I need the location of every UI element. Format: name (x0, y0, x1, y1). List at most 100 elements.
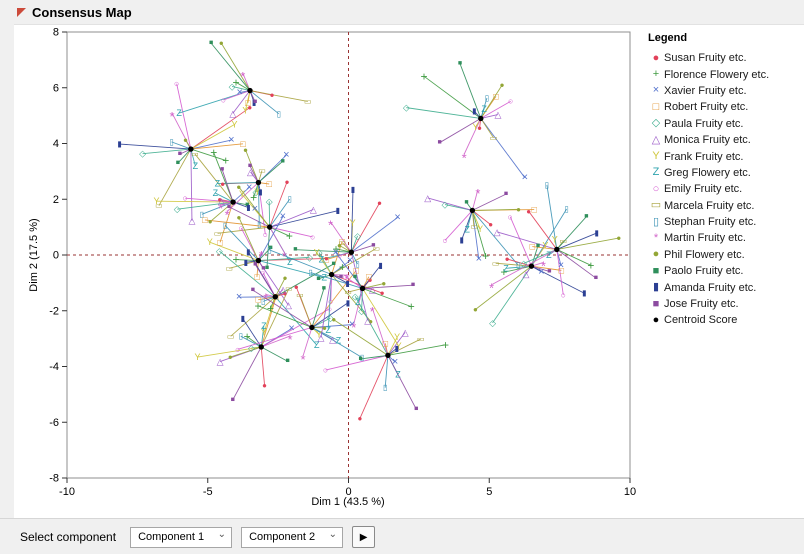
legend-item-label: Paolo Fruity etc. (664, 265, 744, 278)
consensus-ray (439, 118, 482, 144)
panelist-marker: □ (240, 139, 246, 149)
panelist-marker: Y (242, 106, 248, 116)
consensus-ray (528, 211, 558, 250)
consensus-ray (257, 182, 260, 225)
panelist-marker: + (210, 146, 217, 160)
panelist-marker: ● (322, 323, 327, 332)
consensus-ray (257, 182, 266, 235)
panelist-marker: Z (261, 321, 267, 331)
centroid-score-marker (385, 352, 391, 359)
y-tick-label: -2 (49, 305, 59, 317)
consensus-ray (269, 249, 332, 275)
legend-item-label: Greg Flowery etc. (664, 166, 751, 179)
consensus-ray (176, 83, 192, 150)
consensus-ray (177, 148, 192, 164)
panelist-marker: ○ (182, 193, 187, 203)
panelist-marker: ▯ (564, 204, 568, 213)
panelist-marker: ■ (504, 191, 508, 198)
panelist-marker: □ (383, 338, 389, 348)
consensus-ray (221, 169, 234, 203)
consensus-ray (258, 247, 271, 261)
panelist-marker: ◇ (327, 313, 334, 323)
legend-item: ▭ Marcela Fruity etc. (648, 198, 800, 214)
paolo-fruity-etc-marker-icon: ■ (652, 264, 660, 277)
panelist-marker: ▭ (191, 149, 199, 158)
bottom-control-bar: Select component Component 1 ⌄ Component… (0, 518, 804, 554)
panelist-marker: Y (542, 240, 548, 250)
report-hotspot-icon[interactable] (17, 7, 26, 17)
component-1-value: Component 1 (138, 531, 205, 543)
panelist-marker: ◇ (306, 252, 313, 262)
panelist-marker: △ (402, 327, 409, 337)
consensus-ray (444, 210, 473, 241)
panelist-marker: ▮ (351, 185, 355, 194)
panelist-marker: Z (321, 273, 327, 283)
consensus-ray (215, 192, 234, 203)
apply-button[interactable]: ▶ (352, 526, 376, 548)
legend-item-label: Martin Fruity etc. (664, 232, 746, 245)
legend-item-label: Susan Fruity etc. (664, 52, 747, 65)
panelist-marker: ● (357, 414, 362, 423)
panelist-marker: ■ (437, 139, 441, 146)
frank-fruity-etc-marker-icon: Y (652, 150, 660, 163)
consensus-ray (261, 346, 288, 362)
consensus-ray (491, 249, 558, 286)
consensus-ray (325, 354, 389, 371)
marcela-fruity-etc-marker-icon: ▭ (650, 199, 662, 212)
panelist-marker: Z (395, 370, 401, 380)
panelist-marker: □ (339, 236, 345, 246)
legend-item-label: Emily Fruity etc. (664, 183, 743, 196)
consensus-ray (142, 148, 191, 155)
panelist-marker: ○ (235, 344, 240, 354)
y-tick-label: -8 (49, 473, 59, 485)
consensus-ray (185, 197, 234, 203)
panelist-marker: + (232, 253, 239, 267)
panelist-marker: * (489, 281, 494, 296)
panelist-marker: ▭ (155, 201, 163, 210)
component-1-dropdown[interactable]: Component 1 ⌄ (130, 526, 233, 548)
panelist-marker: Z (215, 179, 221, 189)
consensus-ray (240, 335, 262, 348)
consensus-ray (266, 227, 271, 268)
legend-item-label: Phil Flowery etc. (664, 248, 745, 261)
legend-item: △ Monica Fruity etc. (648, 132, 800, 148)
phil-flowery-etc-marker-icon: ● (652, 248, 660, 261)
consensus-ray (249, 165, 259, 183)
panelist-marker: + (233, 75, 240, 89)
panelist-marker: ● (473, 305, 478, 314)
panelist-marker: △ (285, 300, 292, 310)
panelist-marker: ▯ (277, 109, 281, 118)
consensus-ray (311, 270, 357, 328)
consensus-ray (546, 184, 558, 250)
panelist-marker: × (333, 247, 339, 259)
legend-item-label: Amanda Fruity etc. (664, 281, 757, 294)
consensus-ray (532, 246, 557, 250)
panelist-marker: □ (245, 98, 251, 108)
panelist-marker: ● (368, 275, 373, 284)
panelist-marker: * (170, 109, 175, 124)
component-2-dropdown[interactable]: Component 2 ⌄ (241, 526, 344, 548)
consensus-ray (311, 288, 325, 328)
consensus-ray (320, 274, 333, 338)
panelist-marker: Z (319, 254, 325, 264)
panelist-marker: Y (396, 341, 402, 351)
panelist-marker: ▯ (383, 383, 387, 392)
consensus-ray (333, 319, 389, 356)
consensus-ray (556, 249, 597, 279)
consensus-ray (258, 260, 325, 278)
report-titlebar: Consensus Map (0, 0, 804, 24)
consensus-ray (531, 265, 562, 271)
legend-item: ● Susan Fruity etc. (648, 50, 800, 66)
legend-item-label: Robert Fruity etc. (664, 101, 749, 114)
centroid-score-marker (359, 285, 366, 292)
x-tick-label: 5 (486, 486, 492, 498)
panelist-marker: ▯ (516, 261, 520, 270)
legend-item-label: Jose Fruity etc. (664, 298, 739, 311)
consensus-ray (269, 226, 313, 238)
panelist-marker: * (475, 186, 480, 201)
panelist-marker: ■ (594, 275, 598, 282)
panelist-marker: + (286, 229, 293, 243)
consensus-ray (295, 249, 352, 253)
consensus-ray (226, 182, 259, 212)
consensus-ray (531, 265, 585, 294)
